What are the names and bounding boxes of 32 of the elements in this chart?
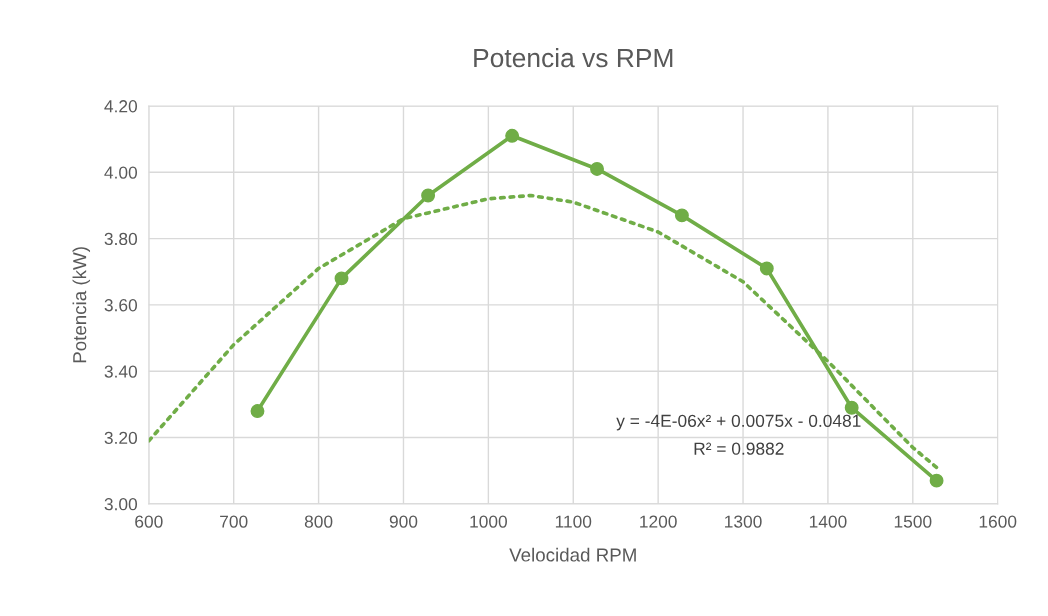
y-tick-label: 3.40 xyxy=(104,365,138,378)
y-tick-label: 3.20 xyxy=(104,431,138,445)
y-tick-label: 4.20 xyxy=(104,100,138,113)
x-tick-label: 600 xyxy=(135,515,163,528)
x-tick-label: 700 xyxy=(220,515,248,528)
point xyxy=(759,261,774,276)
x-tick-label: 900 xyxy=(389,515,418,528)
x-tick-label: 1400 xyxy=(809,515,847,528)
point xyxy=(505,128,520,143)
point xyxy=(250,404,265,418)
y-tick-label: 3.60 xyxy=(104,299,138,312)
x-tick-label: 1600 xyxy=(979,515,1017,528)
y-axis-title: Potencia (kW) xyxy=(72,247,91,363)
point xyxy=(590,162,604,176)
x-axis-title: Velocidad RPM xyxy=(509,547,636,562)
point xyxy=(844,400,859,415)
x-tick-label: 1200 xyxy=(640,515,677,528)
x-tick-label: 800 xyxy=(304,515,333,528)
point xyxy=(929,473,944,488)
chart-title: Potencia vs RPM xyxy=(474,47,673,68)
y-tick-label: 4.00 xyxy=(104,166,138,179)
x-tick-label: 1500 xyxy=(894,515,932,528)
point xyxy=(421,188,436,203)
point xyxy=(334,271,349,286)
annotation: R² = 0.9882 xyxy=(694,442,784,455)
x-tick-label: 1100 xyxy=(555,515,592,528)
y-tick-label: 3.00 xyxy=(104,498,138,511)
y-tick-label: 3.80 xyxy=(104,232,138,246)
point xyxy=(674,208,689,223)
x-tick-label: 1300 xyxy=(725,515,762,528)
x-tick-label: 1000 xyxy=(470,515,507,528)
annotation: y = -4E-06x² + 0.0075x - 0.0481 xyxy=(616,414,861,431)
